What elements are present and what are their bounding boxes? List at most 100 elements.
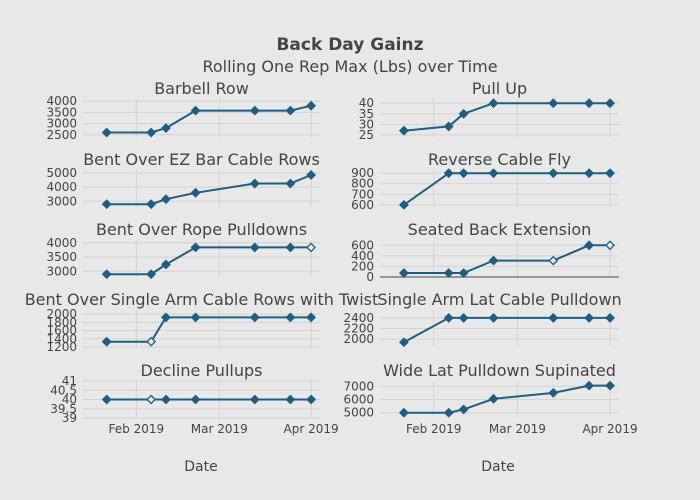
y-tick-label: 4000	[46, 180, 77, 194]
y-tick-label: 1800	[46, 315, 77, 329]
data-point	[443, 268, 454, 278]
data-point	[306, 312, 317, 323]
data-point	[488, 393, 499, 404]
y-tick-label: 5000	[46, 166, 77, 180]
data-point	[398, 337, 409, 348]
data-point	[398, 125, 409, 136]
y-tick-label: 2500	[46, 128, 77, 142]
subplot-title: Barbell Row	[154, 79, 249, 98]
y-tick-label: 200	[351, 259, 374, 273]
subplot-title: Seated Back Extension	[408, 220, 592, 239]
data-point	[146, 269, 157, 280]
x-tick-label: Feb 2019	[109, 422, 165, 436]
data-point	[458, 268, 469, 278]
data-point	[249, 242, 260, 253]
y-tick-label: 7000	[343, 379, 374, 393]
chart-title: Back Day Gainz	[276, 35, 423, 55]
y-tick-label: 39.5	[50, 402, 77, 416]
subplot-title: Pull Up	[472, 79, 527, 98]
data-point	[101, 269, 112, 280]
x-tick-label: Apr 2019	[284, 422, 339, 436]
data-point	[306, 394, 317, 405]
data-point	[306, 170, 317, 180]
data-point	[161, 194, 171, 205]
data-point	[190, 312, 201, 323]
series-line	[106, 174, 312, 206]
data-point	[443, 168, 454, 179]
y-tick-label: 2000	[46, 307, 77, 321]
y-tick-label: 1200	[46, 340, 77, 354]
subplot-title: Bent Over Rope Pulldowns	[96, 220, 307, 239]
y-tick-label: 4000	[46, 236, 77, 250]
y-tick-label: 2200	[343, 322, 374, 336]
data-point	[161, 394, 171, 405]
subplot-title: Single Arm Lat Cable Pulldown	[377, 290, 621, 309]
data-point	[101, 394, 112, 405]
data-point	[249, 312, 260, 323]
data-point	[285, 242, 296, 253]
y-tick-label: 600	[351, 238, 374, 252]
y-tick-label: 1600	[46, 324, 77, 338]
data-point	[161, 312, 171, 323]
data-point	[101, 336, 112, 347]
y-tick-label: 800	[351, 177, 374, 191]
data-point	[443, 121, 454, 132]
data-point	[584, 380, 595, 391]
series-line	[106, 104, 312, 134]
data-point	[398, 407, 409, 418]
data-point	[458, 168, 469, 179]
series-line	[106, 316, 312, 343]
x-tick-label: Mar 2019	[191, 422, 248, 436]
y-tick-label: 35	[359, 107, 374, 121]
data-point	[285, 312, 296, 323]
y-tick-label: 25	[359, 128, 374, 142]
subplot-title: Wide Lat Pulldown Supinated	[383, 361, 616, 380]
data-point	[458, 108, 469, 119]
data-point	[584, 168, 595, 179]
data-point	[285, 394, 296, 405]
y-tick-label: 39	[62, 411, 77, 425]
data-point-hollow	[146, 394, 157, 405]
y-tick-label: 4000	[46, 94, 77, 108]
data-point	[398, 268, 409, 278]
y-tick-label: 3000	[46, 194, 77, 208]
data-point	[488, 313, 499, 323]
subplot-title: Bent Over EZ Bar Cable Rows	[83, 150, 320, 169]
data-point	[548, 387, 559, 398]
y-tick-label: 3000	[46, 117, 77, 131]
data-point-hollow	[548, 255, 559, 266]
data-point	[190, 242, 201, 253]
series-line	[403, 102, 610, 132]
data-point	[306, 100, 317, 111]
data-point	[458, 404, 469, 415]
data-point	[161, 259, 171, 270]
data-point	[285, 178, 296, 189]
series-line	[403, 172, 610, 206]
y-tick-label: 3500	[46, 105, 77, 119]
y-tick-label: 3000	[46, 264, 77, 278]
data-point	[605, 98, 615, 109]
x-tick-label: Mar 2019	[489, 422, 546, 436]
chart-subtitle: Rolling One Rep Max (Lbs) over Time	[202, 57, 497, 76]
data-point	[584, 98, 595, 109]
y-tick-label: 3500	[46, 250, 77, 264]
y-tick-label: 5000	[343, 406, 374, 420]
data-point	[443, 313, 454, 323]
data-point	[458, 313, 469, 323]
y-tick-label: 400	[351, 249, 374, 263]
y-tick-label: 2400	[343, 311, 374, 325]
data-point	[605, 380, 615, 391]
data-point-hollow	[605, 240, 615, 251]
x-axis-label-right: Date	[481, 459, 514, 475]
data-point	[605, 168, 615, 179]
x-tick-label: Feb 2019	[406, 422, 462, 436]
data-point	[488, 98, 499, 109]
data-point	[443, 407, 454, 418]
